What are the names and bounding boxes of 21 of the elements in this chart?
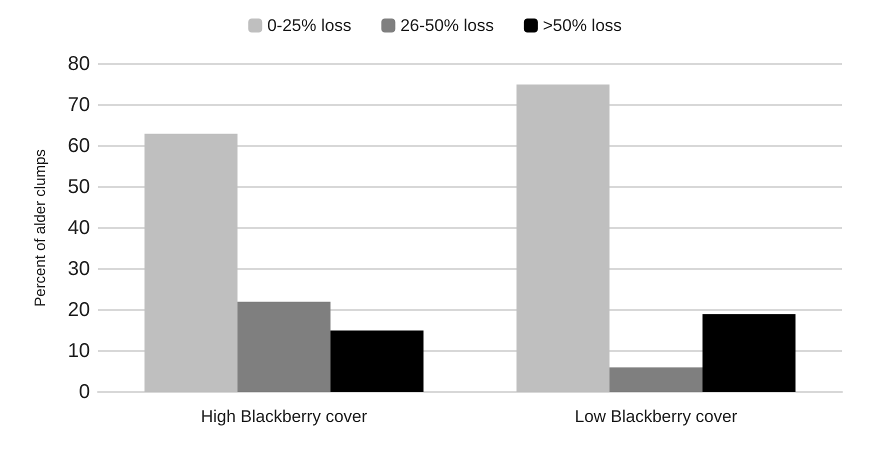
bar — [238, 302, 330, 392]
legend-label: 26-50% loss — [400, 16, 494, 35]
y-tick-label: 70 — [68, 94, 90, 116]
y-axis-title: Percent of alder clumps — [32, 149, 49, 307]
y-tick-label: 30 — [68, 258, 90, 280]
x-tick-label: High Blackberry cover — [200, 407, 368, 426]
x-tick-label: Low Blackberry cover — [574, 407, 738, 426]
legend-label: 0-25% loss — [267, 16, 352, 35]
y-tick-label: 40 — [68, 217, 90, 239]
y-tick-label: 80 — [68, 53, 90, 75]
y-tick-label: 60 — [68, 135, 90, 157]
bar — [144, 134, 238, 392]
y-tick-label: 50 — [68, 176, 90, 198]
y-tick-label: 0 — [78, 381, 90, 403]
bar — [330, 330, 424, 392]
bar — [610, 367, 702, 392]
bar — [702, 314, 796, 392]
y-tick-label: 10 — [68, 340, 90, 362]
legend-label: >50% loss — [542, 16, 622, 35]
y-tick-label: 20 — [68, 299, 90, 321]
bar — [516, 84, 610, 392]
